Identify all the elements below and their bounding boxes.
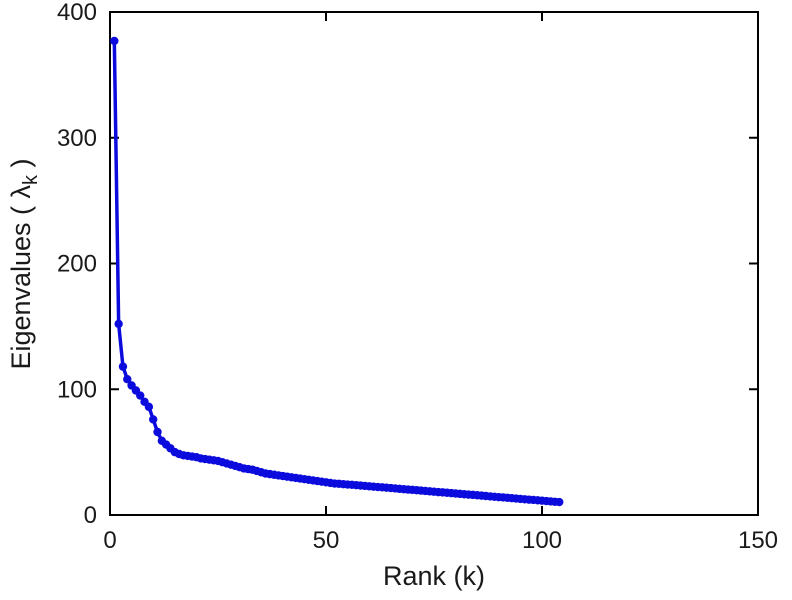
y-axis-ticks: 0 100 200 300 400 bbox=[57, 0, 758, 529]
y-tick-label: 300 bbox=[57, 125, 97, 152]
plot-dynamic-layer: 0 50 100 150 0 100 200 300 400 bbox=[57, 0, 778, 554]
plot-box bbox=[109, 11, 759, 516]
data-point-marker bbox=[136, 391, 145, 400]
y-axis-label-suffix: ) bbox=[6, 158, 36, 175]
data-point-marker bbox=[149, 415, 158, 424]
data-point-marker bbox=[144, 402, 154, 412]
x-tick-label: 150 bbox=[738, 527, 778, 554]
data-point-marker bbox=[555, 497, 564, 507]
y-axis-label: Eigenvalues ( λk ) bbox=[6, 158, 42, 369]
y-tick-label: 200 bbox=[57, 251, 97, 278]
x-axis-ticks: 0 50 100 150 bbox=[103, 12, 778, 554]
eigenvalue-series-line bbox=[112, 39, 562, 504]
x-tick-label: 50 bbox=[313, 527, 340, 554]
data-point-marker bbox=[118, 362, 128, 371]
data-point-marker bbox=[110, 36, 119, 46]
y-tick-label: 400 bbox=[57, 0, 97, 26]
eigenvalue-series-markers bbox=[110, 36, 564, 507]
lambda-symbol: λ bbox=[6, 184, 36, 198]
x-tick-label: 0 bbox=[103, 527, 116, 554]
y-axis-label-prefix: Eigenvalues ( bbox=[6, 198, 36, 369]
data-point-marker bbox=[114, 319, 123, 329]
x-tick-label: 100 bbox=[522, 527, 562, 554]
y-tick-label: 0 bbox=[84, 502, 97, 529]
y-tick-label: 100 bbox=[57, 376, 97, 403]
y-axis-label-subscript: k bbox=[20, 174, 42, 185]
data-point-marker bbox=[123, 374, 132, 384]
data-point-marker bbox=[153, 427, 162, 437]
x-axis-label: Rank (k) bbox=[383, 561, 485, 591]
